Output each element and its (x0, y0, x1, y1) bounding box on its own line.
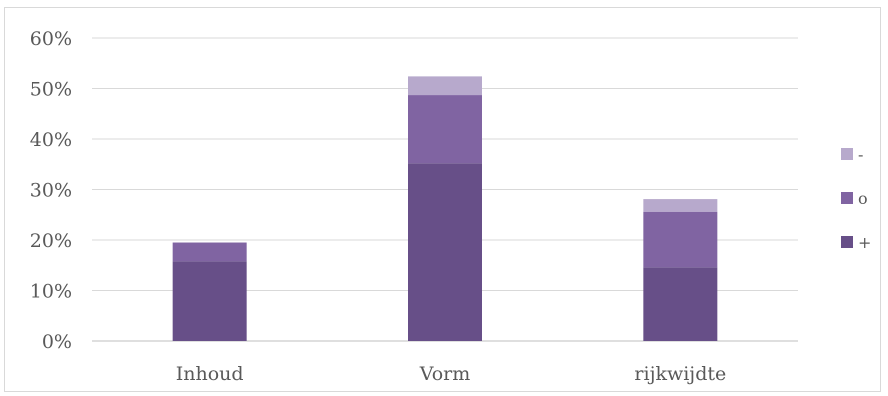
legend-label: + (858, 233, 871, 252)
y-tick-label: 60% (30, 28, 72, 50)
y-tick-label: 20% (30, 230, 72, 252)
y-tick-label: 10% (30, 281, 72, 303)
legend: - o + (841, 145, 871, 252)
bar-segment (643, 211, 718, 268)
legend-swatch (841, 236, 853, 248)
bar-segment (408, 76, 482, 96)
legend-label: - (858, 145, 863, 164)
x-tick-label: Vorm (419, 363, 471, 385)
y-tick-label: 50% (30, 79, 72, 101)
legend-swatch (841, 192, 853, 204)
bar-segment (408, 163, 482, 341)
bar-segment (408, 95, 482, 164)
x-tick-label: Inhoud (176, 363, 244, 385)
bar-segment (643, 199, 718, 212)
y-tick-label: 0% (42, 331, 72, 353)
y-axis-ticks: 0% 10% 20% 30% 40% 50% 60% (30, 28, 72, 353)
x-tick-label: rijkwijdte (634, 363, 726, 385)
y-tick-label: 40% (30, 129, 72, 151)
bar-segment (172, 242, 247, 262)
x-axis-labels: Inhoud Vorm rijkwijdte (176, 363, 727, 385)
bar-segment (643, 267, 718, 341)
y-tick-label: 30% (30, 180, 72, 202)
legend-label: o (858, 189, 868, 208)
bars (172, 76, 718, 341)
legend-swatch (841, 148, 853, 160)
bar-segment (172, 261, 247, 341)
